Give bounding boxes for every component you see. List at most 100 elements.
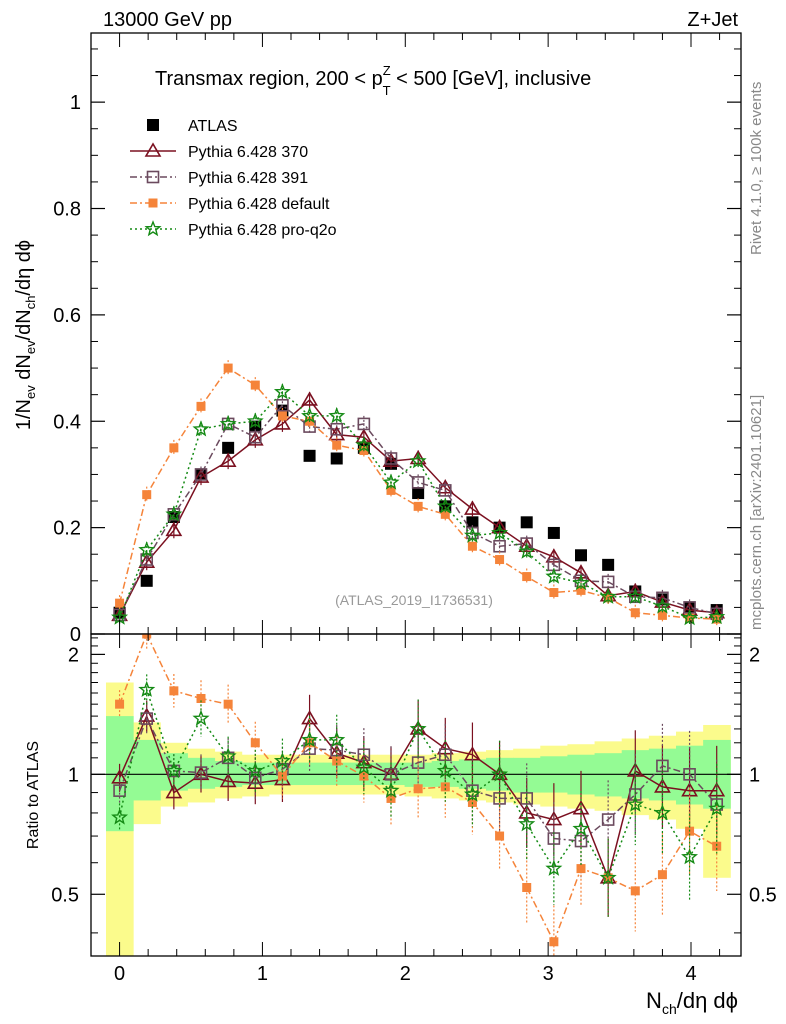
data-point	[111, 769, 128, 784]
data-point	[274, 415, 291, 430]
data-point	[221, 751, 235, 765]
data-point	[409, 719, 427, 737]
data-point	[495, 555, 505, 565]
x-tick-label: 1	[257, 963, 268, 985]
data-point	[355, 436, 373, 453]
data-point	[386, 793, 396, 803]
x-tick-label: 2	[400, 963, 411, 985]
data-point	[169, 443, 179, 453]
data-point	[440, 782, 450, 792]
data-point	[301, 391, 318, 406]
y-tick-label: 0.4	[53, 411, 81, 433]
ratio-y-tick-label: 0.5	[51, 884, 79, 906]
x-tick-label: 0	[114, 963, 125, 985]
data-point	[603, 873, 613, 883]
data-point	[630, 886, 640, 896]
ratio-y-tick-label-right: 1	[749, 764, 760, 786]
data-point	[518, 542, 536, 559]
legend-label: Pythia 6.428 391	[188, 170, 308, 187]
data-point	[165, 521, 183, 537]
data-point	[657, 610, 667, 620]
data-point	[440, 509, 450, 519]
ratio-frame	[90, 633, 742, 957]
data-point	[708, 608, 726, 625]
data-point	[328, 425, 346, 441]
data-point	[522, 572, 532, 582]
legend-entry-py391: Pythia 6.428 391	[130, 170, 308, 187]
data-point	[547, 526, 560, 539]
main-title: Transmax region, 200 < pZ T < 500 [GeV], …	[155, 63, 591, 98]
data-point	[140, 574, 153, 587]
data-point	[277, 411, 287, 421]
data-point	[138, 553, 156, 568]
data-point	[192, 709, 210, 726]
data-point	[545, 810, 563, 826]
legend-entry-atlas: ATLAS	[147, 118, 238, 135]
x-axis-label: Nch/dη dϕ	[646, 988, 738, 1017]
data-point	[115, 699, 125, 709]
data-point	[384, 452, 398, 465]
data-point	[712, 614, 722, 624]
legend: ATLAS Pythia 6.428 370 Pythia 6.428 391 Pyt…	[130, 118, 337, 239]
ratio-y-axis-label: Ratio to ATLAS	[25, 741, 42, 849]
data-point	[301, 730, 319, 748]
data-point	[273, 752, 291, 769]
data-point	[653, 803, 671, 821]
data-point	[357, 417, 371, 431]
ratio-y-tick-label: 2	[68, 644, 79, 666]
legend-label: Pythia 6.428 default	[188, 196, 330, 213]
data-point	[463, 526, 481, 543]
data-point	[248, 430, 262, 444]
data-point	[522, 882, 532, 892]
data-point	[194, 468, 208, 481]
data-point	[115, 598, 125, 608]
legend-marker	[144, 220, 162, 237]
band-green-bin	[133, 739, 161, 801]
series-line-pyproq2o	[118, 390, 717, 619]
data-point	[602, 558, 615, 571]
data-point	[165, 505, 183, 522]
data-point	[545, 859, 563, 876]
data-point	[491, 765, 508, 781]
data-point	[246, 412, 264, 429]
series-line-py391	[118, 404, 717, 616]
data-point	[359, 771, 369, 781]
data-point	[681, 609, 699, 626]
data-point	[192, 420, 210, 437]
legend-marker	[146, 170, 160, 184]
y-tick-label: 0.2	[53, 518, 81, 540]
data-point	[194, 766, 208, 779]
data-point	[708, 782, 726, 797]
data-point	[436, 479, 454, 494]
data-point	[520, 516, 533, 529]
legend-label: Pythia 6.428 370	[188, 144, 308, 161]
data-point	[520, 792, 534, 805]
data-point	[382, 781, 400, 798]
series-pyproq2o	[111, 383, 726, 627]
x-tick-label: 3	[543, 963, 554, 985]
data-point	[491, 523, 509, 541]
legend-entry-pyproq2o: Pythia 6.428 pro-q2o	[130, 220, 337, 239]
data-point	[495, 831, 505, 841]
data-point	[250, 380, 260, 390]
data-point	[192, 468, 210, 483]
ratio-y-tick-label: 1	[68, 764, 79, 786]
data-point	[467, 541, 477, 551]
legend-label: Pythia 6.428 pro-q2o	[188, 222, 337, 239]
data-point	[657, 870, 667, 880]
y-tick-label: 1	[70, 92, 81, 114]
data-point	[463, 785, 481, 802]
data-point	[332, 440, 342, 450]
data-point	[712, 841, 722, 851]
main-series-layer	[111, 360, 726, 628]
legend-entry-py370: Pythia 6.428 370	[130, 142, 308, 161]
data-point	[572, 573, 590, 591]
data-point	[165, 783, 183, 799]
main-y-axis-label: 1/Nev dNev/dNch/dη dϕ	[13, 240, 38, 430]
legend-marker	[148, 198, 158, 208]
data-point	[599, 587, 617, 604]
series-line-pyproq2o	[118, 686, 718, 880]
main-axis-ticks: 0 0.2 0.4 0.6 0.8 1	[53, 33, 741, 646]
data-point	[246, 774, 264, 790]
